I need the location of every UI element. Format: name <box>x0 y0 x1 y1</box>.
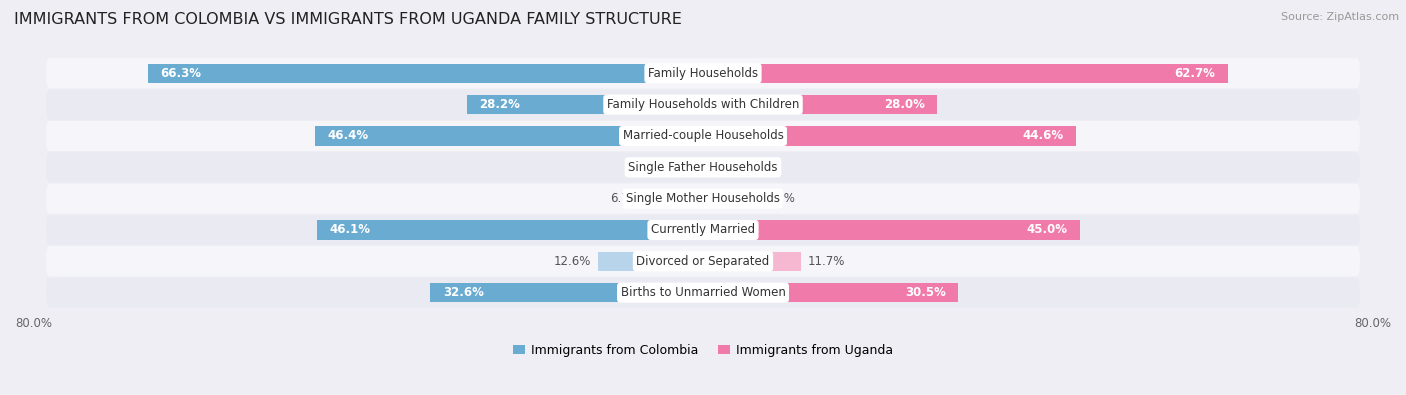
Text: 66.3%: 66.3% <box>160 67 201 80</box>
Bar <box>315 126 703 146</box>
FancyBboxPatch shape <box>46 90 1360 120</box>
Text: 46.1%: 46.1% <box>330 224 371 237</box>
Text: 44.6%: 44.6% <box>1022 130 1064 143</box>
Text: Family Households with Children: Family Households with Children <box>607 98 799 111</box>
Text: Source: ZipAtlas.com: Source: ZipAtlas.com <box>1281 12 1399 22</box>
Bar <box>148 64 703 83</box>
FancyBboxPatch shape <box>46 184 1360 214</box>
Text: 2.4%: 2.4% <box>647 161 676 174</box>
Bar <box>647 189 703 208</box>
Text: Single Mother Households: Single Mother Households <box>626 192 780 205</box>
Bar <box>703 252 801 271</box>
Bar <box>598 252 703 271</box>
Bar <box>430 283 703 302</box>
Bar <box>467 95 703 114</box>
Text: 45.0%: 45.0% <box>1026 224 1067 237</box>
Bar <box>703 220 1080 240</box>
Text: 28.2%: 28.2% <box>479 98 520 111</box>
Text: Divorced or Separated: Divorced or Separated <box>637 255 769 268</box>
Text: Family Households: Family Households <box>648 67 758 80</box>
Bar <box>683 158 703 177</box>
Bar <box>703 158 723 177</box>
Bar <box>703 189 758 208</box>
Text: Married-couple Households: Married-couple Households <box>623 130 783 143</box>
Bar <box>703 95 938 114</box>
Legend: Immigrants from Colombia, Immigrants from Uganda: Immigrants from Colombia, Immigrants fro… <box>508 339 898 362</box>
Text: 28.0%: 28.0% <box>884 98 925 111</box>
FancyBboxPatch shape <box>46 121 1360 151</box>
Text: Single Father Households: Single Father Households <box>628 161 778 174</box>
Bar <box>703 126 1076 146</box>
Text: 2.4%: 2.4% <box>730 161 759 174</box>
Text: 46.4%: 46.4% <box>328 130 368 143</box>
Text: 6.7%: 6.7% <box>610 192 640 205</box>
Text: 11.7%: 11.7% <box>807 255 845 268</box>
Text: 6.6%: 6.6% <box>765 192 794 205</box>
FancyBboxPatch shape <box>46 215 1360 245</box>
Bar <box>318 220 703 240</box>
Text: Currently Married: Currently Married <box>651 224 755 237</box>
Bar <box>703 64 1227 83</box>
Bar <box>703 283 959 302</box>
Text: 12.6%: 12.6% <box>554 255 591 268</box>
Text: Births to Unmarried Women: Births to Unmarried Women <box>620 286 786 299</box>
Text: 30.5%: 30.5% <box>905 286 946 299</box>
FancyBboxPatch shape <box>46 278 1360 308</box>
FancyBboxPatch shape <box>46 246 1360 276</box>
Text: 32.6%: 32.6% <box>443 286 484 299</box>
Text: IMMIGRANTS FROM COLOMBIA VS IMMIGRANTS FROM UGANDA FAMILY STRUCTURE: IMMIGRANTS FROM COLOMBIA VS IMMIGRANTS F… <box>14 12 682 27</box>
FancyBboxPatch shape <box>46 152 1360 182</box>
Text: 62.7%: 62.7% <box>1174 67 1215 80</box>
FancyBboxPatch shape <box>46 58 1360 88</box>
